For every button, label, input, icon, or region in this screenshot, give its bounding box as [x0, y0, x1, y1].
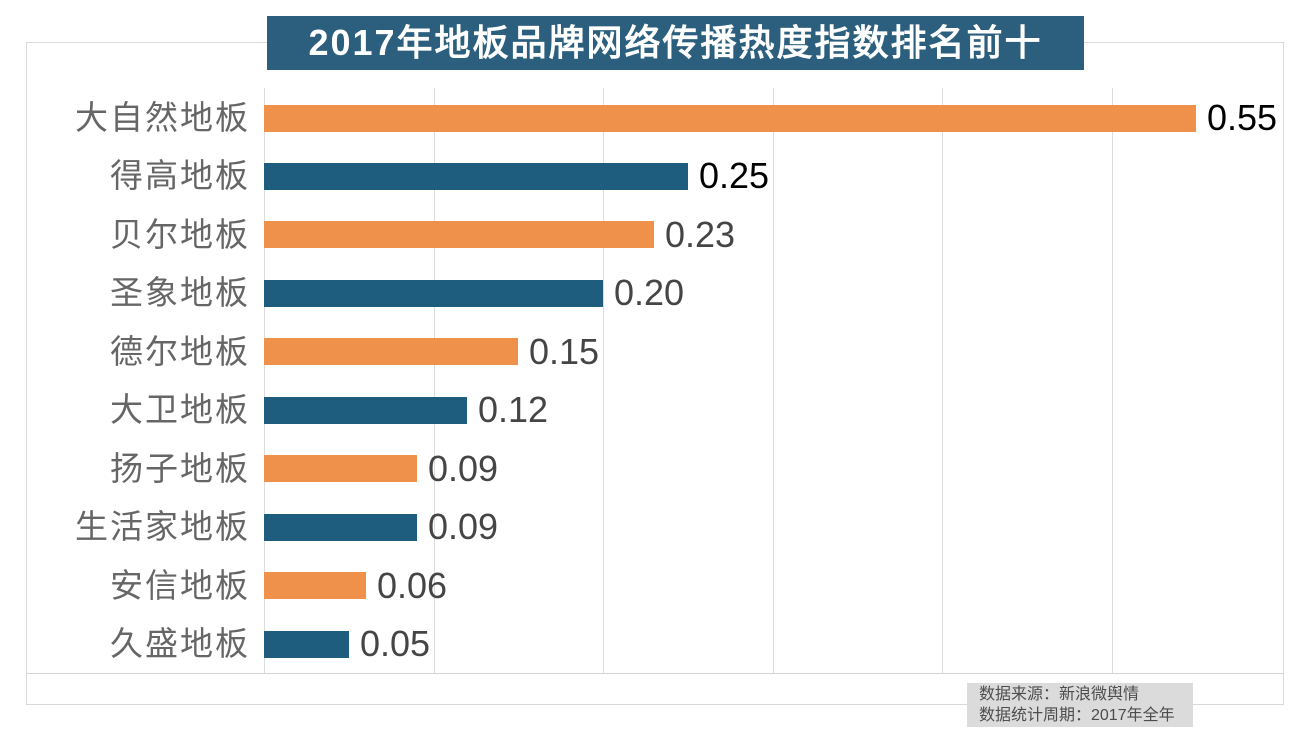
- value-label: 0.06: [377, 565, 448, 606]
- bar: [264, 280, 603, 307]
- category-label: 扬子地板: [110, 450, 250, 487]
- category-label: 大卫地板: [110, 391, 250, 428]
- category-label: 久盛地板: [110, 625, 250, 662]
- category-label: 生活家地板: [75, 508, 250, 545]
- data-source-note: 数据来源：新浪微舆情 数据统计周期：2017年全年: [967, 683, 1193, 727]
- category-label: 圣象地板: [110, 274, 250, 311]
- gridline: [1112, 88, 1113, 673]
- bar: [264, 631, 349, 658]
- category-label: 贝尔地板: [110, 216, 250, 253]
- chart-title: 2017年地板品牌网络传播热度指数排名前十: [267, 16, 1084, 70]
- gridline: [434, 88, 435, 673]
- bar: [264, 221, 654, 248]
- value-label: 0.09: [428, 506, 499, 547]
- bar: [264, 105, 1196, 132]
- value-label: 0.15: [529, 331, 600, 372]
- gridline: [942, 88, 943, 673]
- bar: [264, 572, 366, 599]
- gridline: [773, 88, 774, 673]
- category-label: 安信地板: [110, 567, 250, 604]
- bar: [264, 163, 688, 190]
- category-label: 得高地板: [110, 157, 250, 194]
- bar: [264, 455, 417, 482]
- category-label: 大自然地板: [75, 99, 250, 136]
- bar: [264, 514, 417, 541]
- bar: [264, 338, 518, 365]
- plot-frame: [26, 42, 1284, 705]
- value-label: 0.05: [360, 623, 431, 664]
- value-label: 0.55: [1207, 97, 1278, 138]
- gridline: [603, 88, 604, 673]
- bar: [264, 397, 467, 424]
- source-line-2: 数据统计周期：2017年全年: [979, 707, 1175, 724]
- x-axis-line: [27, 673, 1284, 674]
- value-label: 0.09: [428, 448, 499, 489]
- source-line-1: 数据来源：新浪微舆情: [979, 686, 1140, 703]
- value-label: 0.23: [665, 214, 736, 255]
- value-label: 0.20: [614, 272, 685, 313]
- gridline: [264, 88, 265, 673]
- value-label: 0.25: [699, 155, 770, 196]
- value-label: 0.12: [478, 389, 549, 430]
- category-label: 德尔地板: [110, 333, 250, 370]
